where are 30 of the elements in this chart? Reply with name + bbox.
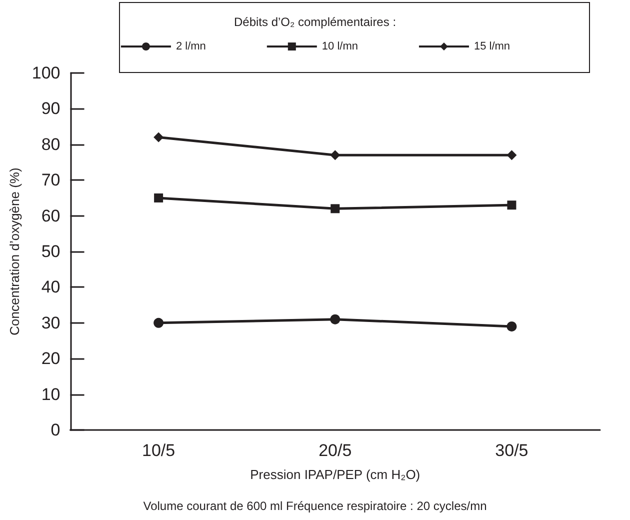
y-tick-label: 40 [41,278,60,297]
legend-label: 2 l/mn [176,40,206,52]
y-tick-label: 80 [41,134,60,154]
point [330,314,340,324]
point [506,321,517,332]
y-tick-label: 60 [41,206,60,226]
y-tick-label: 100 [32,64,60,82]
y-axis-title: Concentration d’oxygène (%) [7,168,22,336]
point [507,200,516,210]
text: Volume courant de 600 ml Fréquence respiratoire : 20 cycles/mn [143,499,487,513]
point [154,193,164,202]
point [154,132,164,142]
x-tick-label: 20/5 [318,441,352,460]
point [154,318,164,328]
y-tick-label: 0 [50,420,60,440]
y-tick-label: 30 [41,313,60,332]
y-tick-label: 50 [41,242,60,261]
y-tick-label: 20 [41,349,60,368]
x-axis-title: Pression IPAP/PEP (cm H₂O) [250,467,420,482]
x-tick-label: 30/5 [495,441,528,460]
point [330,204,340,214]
x-tick-label: 10/5 [142,441,176,460]
legend-label: 10 l/mn [322,40,358,52]
legend-label: 15 l/mn [474,40,510,52]
y-tick-label: 90 [41,99,60,118]
y-tick-label: 10 [41,384,60,404]
point [506,150,517,160]
point [330,150,340,160]
y-tick-label: 70 [41,170,60,190]
legend-title: Débits d’O₂ complémentaires : [234,15,396,29]
